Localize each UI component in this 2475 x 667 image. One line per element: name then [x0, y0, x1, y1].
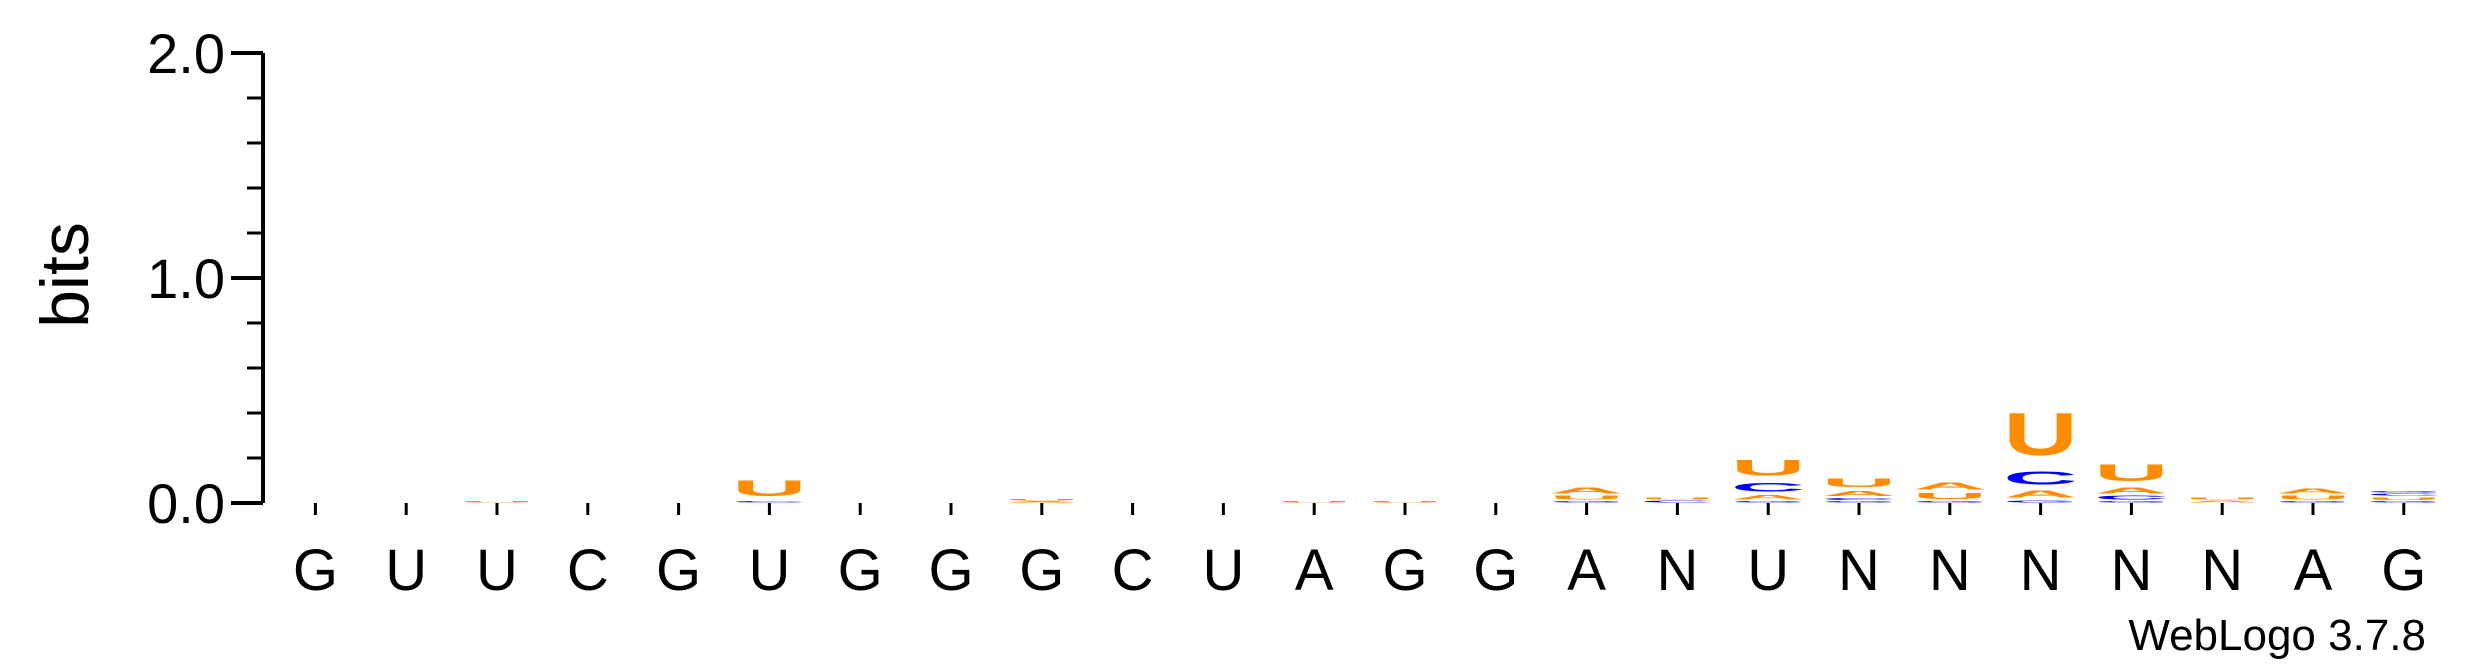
x-tick-label: U [1747, 538, 1789, 603]
x-tick-label: U [1202, 538, 1244, 603]
x-tick-label: G [1473, 538, 1518, 603]
x-tick-label: G [928, 538, 973, 603]
logo-letter-a: A [1822, 490, 1896, 498]
x-tick-label: G [838, 538, 883, 603]
y-tick-label: 2.0 [147, 22, 225, 85]
logo-letter-g: G [2003, 500, 2077, 503]
x-tick-label: N [1838, 538, 1880, 603]
x-tick-label: C [1112, 538, 1154, 603]
x-tick-label: A [2294, 538, 2333, 603]
logo-letter-c: C [2094, 495, 2168, 501]
logo-letter-u: U [1277, 501, 1351, 503]
logo-letter-u: U [2003, 401, 2077, 468]
logo-letter-g: G [2367, 501, 2441, 503]
logo-letter-u: U [1368, 501, 1442, 503]
y-tick-label: 0.0 [147, 472, 225, 535]
logo-letter-u: U [1640, 497, 1714, 500]
logo-letter-g: G [2094, 501, 2168, 503]
logo-letter-c: C [2003, 468, 2077, 488]
logo-letter-u: U [1822, 476, 1896, 489]
x-tick-label: G [1382, 538, 1427, 603]
logo-letter-a: A [2185, 500, 2259, 503]
logo-letter-g: G [1913, 501, 1987, 503]
logo-letter-u: U [460, 501, 534, 503]
weblogo-credit: WebLogo 3.7.8 [2128, 611, 2426, 660]
logo-letter-g: G [2276, 501, 2350, 503]
logo-letter-u: U [1005, 499, 1079, 501]
x-tick-label: G [1019, 538, 1064, 603]
y-axis-label: bits [27, 222, 103, 328]
x-tick-label: U [748, 538, 790, 603]
logo-letter-a: A [2003, 488, 2077, 499]
logo-letter-g: G [1731, 501, 1805, 503]
logo-letter-u: U [2276, 495, 2350, 501]
x-tick-label: N [2020, 538, 2062, 603]
logo-letter-a: A [2276, 487, 2350, 495]
logo-letter-u: U [1731, 456, 1805, 481]
x-tick-label: A [1295, 538, 1334, 603]
y-tick-label: 1.0 [147, 247, 225, 310]
logo-letter-a: A [1549, 486, 1623, 495]
logo-letter-g: G [1549, 501, 1623, 503]
x-tick-label: G [656, 538, 701, 603]
logo-letter-u: U [2367, 496, 2441, 500]
x-tick-label: N [1656, 538, 1698, 603]
x-tick-label: A [1567, 538, 1606, 603]
logo-letter-u: U [1913, 492, 1987, 501]
logo-letter-c: C [732, 501, 806, 503]
logo-letter-a: A [2094, 486, 2168, 495]
logo-letter-a: A [1913, 480, 1987, 491]
y-axis: 0.0 1.0 2.0 [147, 22, 265, 535]
x-tick-label: U [476, 538, 518, 603]
logo-letter-c: C [1640, 500, 1714, 503]
x-tick-label: C [567, 538, 609, 603]
logo-letter-u: U [2094, 459, 2168, 486]
x-tick-label: N [2201, 538, 2243, 603]
logo-letter-g: G [1822, 501, 1896, 503]
logo-letter-g: G [2367, 491, 2441, 493]
logo-letter-c: C [1822, 497, 1896, 500]
logo-letter-u: U [2185, 497, 2259, 500]
logo-letter-c: C [2367, 493, 2441, 496]
x-tick-label: N [1929, 538, 1971, 603]
x-tick-label: N [2110, 538, 2152, 603]
logo-letter-u: U [732, 476, 806, 501]
x-tick-label: G [2381, 538, 2426, 603]
x-tick-label: G [293, 538, 338, 603]
x-tick-label: U [385, 538, 427, 603]
logo-letter-u: U [1549, 495, 1623, 501]
logo-letter-c: C [1731, 481, 1805, 494]
logo-letter-a: A [1005, 501, 1079, 503]
logo-letter-a: A [1731, 494, 1805, 501]
